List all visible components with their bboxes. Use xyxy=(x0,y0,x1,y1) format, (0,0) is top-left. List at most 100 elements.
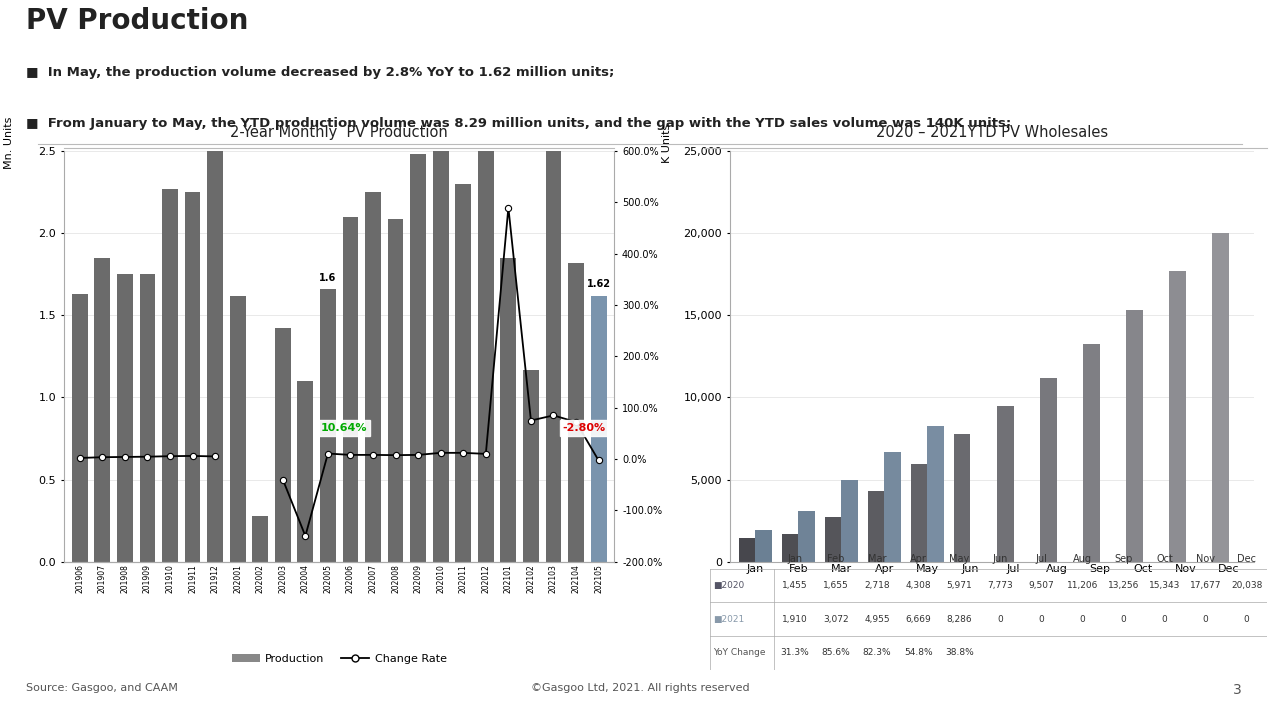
Text: May: May xyxy=(948,554,969,564)
Bar xyxy=(297,381,314,562)
Text: 0: 0 xyxy=(1203,615,1208,624)
Text: PV Production: PV Production xyxy=(26,7,248,35)
Text: Jul: Jul xyxy=(1036,554,1047,564)
Text: 6,669: 6,669 xyxy=(905,615,931,624)
Bar xyxy=(140,274,155,562)
Text: 1.6: 1.6 xyxy=(319,273,337,282)
Text: 1,910: 1,910 xyxy=(782,615,808,624)
Bar xyxy=(184,192,201,562)
Bar xyxy=(320,289,335,562)
Bar xyxy=(388,218,403,562)
Text: 3: 3 xyxy=(1234,683,1242,696)
Title: 2-Year Monthly  PV Production: 2-Year Monthly PV Production xyxy=(230,125,448,140)
Text: 38.8%: 38.8% xyxy=(945,648,974,657)
Bar xyxy=(72,294,88,562)
Text: 11,206: 11,206 xyxy=(1066,581,1098,590)
Text: 1,655: 1,655 xyxy=(823,581,849,590)
Bar xyxy=(524,369,539,562)
Bar xyxy=(841,480,858,562)
Text: Jan: Jan xyxy=(787,554,803,564)
Text: Source: Gasgoo, and CAAM: Source: Gasgoo, and CAAM xyxy=(26,683,178,693)
Bar xyxy=(590,296,607,562)
Bar xyxy=(1169,271,1185,562)
Text: YoY Change: YoY Change xyxy=(713,648,765,657)
Bar xyxy=(884,452,901,562)
Bar xyxy=(477,135,494,562)
Text: 5,971: 5,971 xyxy=(946,581,972,590)
Bar xyxy=(116,274,133,562)
Bar xyxy=(252,516,268,562)
Text: Nov: Nov xyxy=(1196,554,1215,564)
Text: Mar: Mar xyxy=(868,554,886,564)
Text: 20,038: 20,038 xyxy=(1231,581,1262,590)
Text: 7,773: 7,773 xyxy=(987,581,1014,590)
Text: 2,718: 2,718 xyxy=(864,581,890,590)
Text: 31.3%: 31.3% xyxy=(781,648,809,657)
Text: Dec: Dec xyxy=(1238,554,1256,564)
Text: 82.3%: 82.3% xyxy=(863,648,891,657)
Text: ■2020: ■2020 xyxy=(713,581,745,590)
Text: 1.62: 1.62 xyxy=(586,279,611,289)
Bar xyxy=(1041,378,1056,562)
Text: 0: 0 xyxy=(1162,615,1167,624)
Bar xyxy=(755,530,772,562)
Text: Feb: Feb xyxy=(827,554,845,564)
Text: 0: 0 xyxy=(997,615,1004,624)
Bar xyxy=(230,296,246,562)
Text: 17,677: 17,677 xyxy=(1190,581,1221,590)
Text: 3,072: 3,072 xyxy=(823,615,849,624)
Text: 8,286: 8,286 xyxy=(946,615,972,624)
Text: Apr: Apr xyxy=(910,554,927,564)
Text: 4,955: 4,955 xyxy=(864,615,890,624)
Bar xyxy=(456,184,471,562)
Title: 2020 – 2021YTD PV Wholesales: 2020 – 2021YTD PV Wholesales xyxy=(876,125,1108,140)
Bar xyxy=(782,534,799,562)
Bar xyxy=(1083,344,1100,562)
Text: Jun: Jun xyxy=(992,554,1007,564)
Bar xyxy=(1126,310,1143,562)
Text: 0: 0 xyxy=(1244,615,1249,624)
Legend: Production, Change Rate: Production, Change Rate xyxy=(228,649,451,668)
Bar xyxy=(799,511,815,562)
Bar xyxy=(411,155,426,562)
Text: 1,455: 1,455 xyxy=(782,581,808,590)
Text: 0: 0 xyxy=(1038,615,1044,624)
Bar xyxy=(1212,233,1229,562)
Text: 54.8%: 54.8% xyxy=(904,648,932,657)
Text: 4,308: 4,308 xyxy=(905,581,931,590)
Bar xyxy=(997,405,1014,562)
Text: 9,507: 9,507 xyxy=(1028,581,1055,590)
Bar xyxy=(275,328,291,562)
Bar xyxy=(868,491,884,562)
Bar xyxy=(95,258,110,562)
Bar xyxy=(826,517,841,562)
Text: ■2021: ■2021 xyxy=(713,615,745,624)
Text: 0: 0 xyxy=(1120,615,1126,624)
Bar xyxy=(365,192,381,562)
Bar xyxy=(500,258,516,562)
Text: ■  In May, the production volume decreased by 2.8% YoY to 1.62 million units;: ■ In May, the production volume decrease… xyxy=(26,66,614,79)
Text: Oct: Oct xyxy=(1156,554,1172,564)
Bar xyxy=(433,151,448,562)
Text: Aug: Aug xyxy=(1073,554,1092,564)
Text: ■  From January to May, the YTD production volume was 8.29 million units, and th: ■ From January to May, the YTD productio… xyxy=(26,117,1011,130)
Bar xyxy=(343,217,358,562)
Bar xyxy=(911,464,928,562)
Text: ©Gasgoo Ltd, 2021. All rights reserved: ©Gasgoo Ltd, 2021. All rights reserved xyxy=(531,683,749,693)
Bar xyxy=(207,148,223,562)
Bar xyxy=(739,538,755,562)
Text: -2.80%: -2.80% xyxy=(562,423,605,433)
Text: 13,256: 13,256 xyxy=(1107,581,1139,590)
Bar xyxy=(954,434,970,562)
Y-axis label: K Units: K Units xyxy=(662,123,672,163)
Text: 10.64%: 10.64% xyxy=(321,423,367,433)
Bar xyxy=(568,263,584,562)
Text: 0: 0 xyxy=(1079,615,1085,624)
Text: 85.6%: 85.6% xyxy=(822,648,850,657)
Bar xyxy=(545,140,562,562)
Text: 15,343: 15,343 xyxy=(1149,581,1180,590)
Y-axis label: Mn. Units: Mn. Units xyxy=(4,117,14,169)
Text: Sep: Sep xyxy=(1115,554,1133,564)
Bar xyxy=(163,189,178,562)
Bar xyxy=(928,426,943,562)
